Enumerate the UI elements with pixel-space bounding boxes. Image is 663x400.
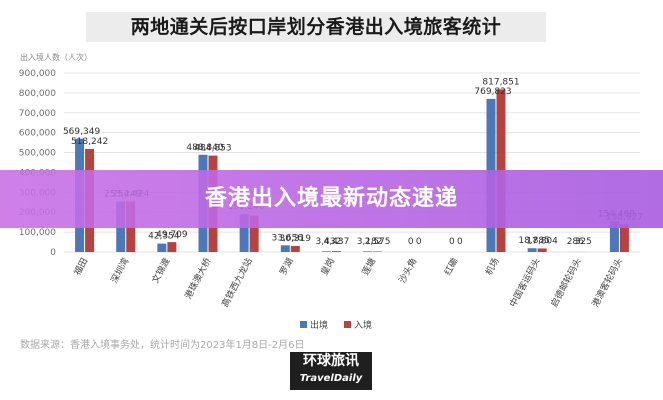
bar-value-label: 17,804	[526, 236, 558, 246]
y-tick-label: 0	[50, 248, 56, 258]
x-tick-label: 启德邮轮码头	[548, 256, 584, 309]
y-axis-ticks: 0100,000200,000300,000400,000500,000600,…	[19, 69, 56, 258]
x-tick-label: 皇岗	[318, 256, 337, 278]
x-tick-label: 福田	[71, 256, 90, 278]
bar-value-label: 3,182	[357, 237, 383, 247]
bar-value-label: 817,851	[482, 77, 519, 87]
bar-value-label: 2,575	[365, 237, 391, 247]
x-axis-labels: 福田 深圳湾 文锦渡 港珠澳大桥 高铁西九龙站 罗湖 皇岗 莲塘 沙头角 红磡 机场 中国客运码头 启德…	[71, 256, 625, 309]
chart-title: 两地通关后按口岸划分香港出入境旅客统计	[86, 12, 546, 42]
bar-value-label: 49,709	[156, 230, 188, 240]
x-tick-label: 莲塘	[359, 256, 378, 278]
x-tick-label: 机场	[483, 256, 502, 278]
logo-chinese: 环球旅讯	[303, 353, 359, 369]
headline-banner: 香港出入境最新动态速递	[0, 170, 663, 228]
bar-value-label: 569,349	[63, 127, 100, 137]
logo-english: TravelDaily	[299, 373, 363, 384]
x-tick-label: 沙头角	[396, 256, 419, 285]
y-tick-label: 500,000	[19, 149, 56, 159]
legend-label: 入境	[354, 319, 372, 331]
bar	[280, 245, 290, 252]
x-tick-label: 红磡	[441, 256, 460, 278]
legend-label: 出境	[310, 319, 328, 331]
bar	[527, 248, 537, 252]
bar	[290, 245, 300, 252]
x-tick-label: 中国客运码头	[507, 256, 543, 309]
bar-value-label: 42,354	[148, 232, 180, 242]
y-tick-label: 600,000	[19, 129, 56, 139]
bar-value-label: 3,432	[316, 237, 342, 247]
x-tick-label: 高铁西九龙站	[219, 256, 255, 309]
bar-value-label: 325	[575, 237, 592, 247]
bar	[167, 242, 177, 252]
bar-value-label: 769,823	[474, 87, 511, 97]
bar	[537, 248, 547, 252]
bar-value-label: 484,853	[194, 144, 231, 154]
bar-value-label: 18,885	[518, 236, 550, 246]
data-source-note: 数据来源：香港入境事务处，统计时间为2023年1月8日-2月6日	[20, 340, 305, 351]
legend: 出境 入境	[300, 319, 372, 331]
y-tick-label: 100,000	[19, 228, 56, 238]
bar	[249, 215, 259, 252]
bar	[331, 251, 341, 252]
bar	[609, 221, 619, 252]
traveldaily-logo: 环球旅讯 TravelDaily	[290, 352, 372, 390]
bar-value-label: 0	[408, 237, 414, 247]
bar-value-label: 518,242	[71, 137, 108, 147]
y-tick-label: 700,000	[19, 109, 56, 119]
y-tick-label: 800,000	[19, 89, 56, 99]
bar	[619, 224, 629, 252]
bar-value-label: 0	[449, 237, 455, 247]
bar-value-label: 4,437	[324, 237, 350, 247]
x-tick-label: 深圳湾	[108, 256, 131, 285]
bar	[321, 251, 331, 252]
bar-value-label: 488,840	[186, 143, 223, 153]
y-tick-label: 900,000	[19, 69, 56, 79]
x-tick-label: 港澳客轮码头	[589, 256, 625, 309]
legend-swatch	[300, 321, 307, 328]
bar	[239, 214, 249, 252]
y-axis-label: 出入境人数（人次）	[20, 52, 92, 62]
x-tick-label: 文锦渡	[149, 256, 172, 285]
x-tick-label: 港珠澳大桥	[182, 256, 214, 301]
bar	[373, 251, 383, 252]
bar	[363, 251, 373, 252]
bar-value-label: 286	[567, 237, 584, 247]
bar-value-label: 0	[416, 237, 422, 247]
bar-value-label: 0	[457, 237, 463, 247]
legend-swatch	[344, 321, 351, 328]
bar-value-label: 33,656	[272, 233, 304, 243]
bar-value-label: 30,319	[280, 234, 312, 244]
x-tick-label: 罗湖	[278, 256, 296, 277]
bar	[157, 243, 167, 252]
